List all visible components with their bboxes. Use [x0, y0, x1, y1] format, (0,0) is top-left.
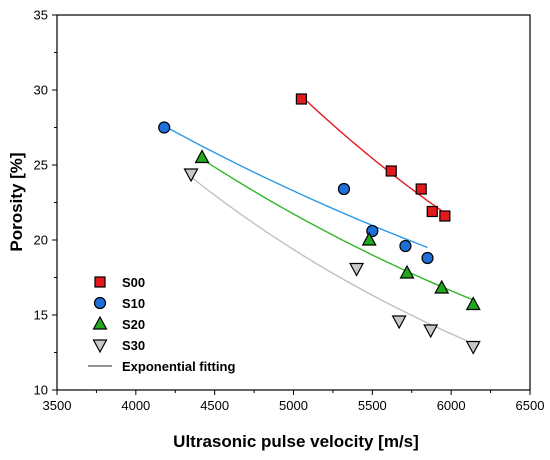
- legend-marker-s30: [92, 339, 108, 354]
- y-tick-label: 35: [34, 8, 48, 23]
- data-point-s00: [439, 210, 451, 222]
- data-point-s30: [183, 168, 199, 183]
- data-point-s20: [465, 296, 481, 311]
- legend-label-s10: S10: [122, 296, 145, 311]
- x-tick-label: 6000: [437, 398, 466, 413]
- fit-curves-layer: [163, 95, 474, 345]
- data-point-s10: [158, 121, 171, 134]
- data-point-s00: [385, 165, 397, 177]
- data-point-s30: [423, 324, 439, 339]
- fit-curve-s20: [201, 158, 474, 301]
- data-point-s30: [349, 262, 365, 277]
- legend: S00 S10 S20 S30 Exponential fitting: [88, 275, 235, 374]
- legend-label-fit: Exponential fitting: [122, 359, 235, 374]
- x-tick-label: 6500: [516, 398, 545, 413]
- legend-label-s30: S30: [122, 338, 145, 353]
- data-point-s00: [295, 93, 307, 105]
- data-point-s00: [426, 205, 438, 218]
- x-tick-label: 5000: [279, 398, 308, 413]
- y-tick-label: 20: [34, 233, 48, 248]
- x-tick-label: 4500: [200, 398, 229, 413]
- data-point-s20: [399, 264, 415, 279]
- data-point-s10: [337, 182, 351, 196]
- plot-frame: [56, 14, 531, 391]
- x-axis-title: Ultrasonic pulse velocity [m/s]: [173, 432, 419, 451]
- legend-marker-s10: [93, 296, 107, 310]
- data-point-s30: [465, 340, 481, 355]
- data-point-s10: [399, 239, 412, 253]
- x-tick-label: 5500: [358, 398, 387, 413]
- y-tick-label: 30: [34, 83, 48, 98]
- legend-label-s00: S00: [122, 275, 145, 290]
- data-point-s30: [391, 315, 407, 330]
- y-axis-title: Porosity [%]: [7, 152, 26, 251]
- y-tick-label: 15: [34, 308, 48, 323]
- x-tick-label: 4000: [121, 398, 150, 413]
- data-point-s20: [194, 149, 210, 164]
- data-markers-layer: [158, 93, 481, 355]
- data-point-s20: [434, 279, 450, 294]
- legend-label-s20: S20: [122, 317, 145, 332]
- fit-curve-s00: [300, 95, 446, 214]
- axis-ticks-layer: 3500 4000 4500 5000 5500 6000 6500 10 15 20 25 30 35: [34, 8, 545, 414]
- data-point-s20: [361, 231, 377, 246]
- y-tick-label: 25: [34, 158, 48, 173]
- data-point-s10: [421, 251, 434, 265]
- chart-frame-layer: [56, 14, 531, 391]
- legend-marker-s00: [94, 276, 106, 288]
- x-tick-label: 3500: [43, 398, 72, 413]
- data-point-s00: [415, 183, 427, 195]
- fit-curve-s30: [190, 176, 474, 345]
- y-tick-label: 10: [34, 383, 48, 398]
- legend-marker-s20: [92, 315, 108, 330]
- fit-curve-s10: [163, 125, 428, 249]
